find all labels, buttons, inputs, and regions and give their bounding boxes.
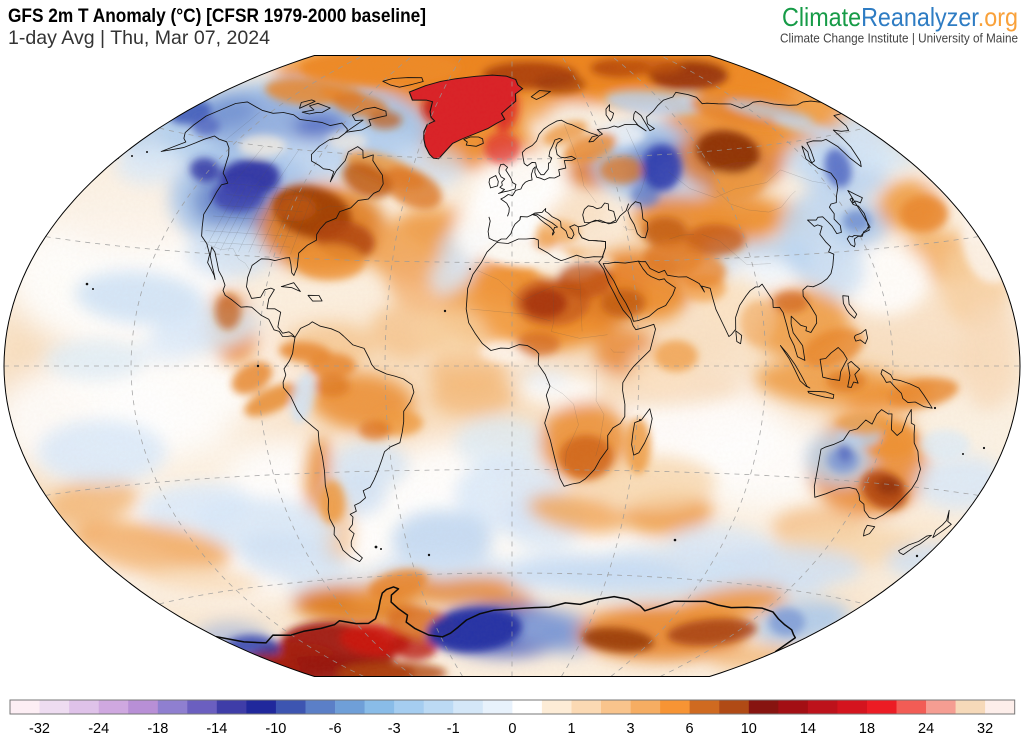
svg-text:-3: -3 [388,721,401,737]
svg-text:14: 14 [800,721,816,737]
svg-text:-32: -32 [29,721,50,737]
svg-text:10: 10 [741,721,757,737]
svg-text:1: 1 [567,721,575,737]
svg-text:ClimateReanalyzer.org: ClimateReanalyzer.org [782,2,1018,32]
svg-text:3: 3 [627,721,635,737]
svg-text:18: 18 [859,721,875,737]
svg-text:1-day Avg | Thu, Mar 07, 2024: 1-day Avg | Thu, Mar 07, 2024 [8,27,270,49]
svg-text:32: 32 [977,721,993,737]
svg-text:0: 0 [508,721,516,737]
svg-text:24: 24 [918,721,934,737]
svg-text:GFS 2m T Anomaly (°C) [CFSR 19: GFS 2m T Anomaly (°C) [CFSR 1979-2000 ba… [8,5,426,27]
svg-text:-24: -24 [88,721,109,737]
svg-text:6: 6 [686,721,694,737]
svg-text:Climate Change Institute | Uni: Climate Change Institute | University of… [780,31,1018,46]
svg-text:-10: -10 [265,721,286,737]
svg-text:-1: -1 [447,721,460,737]
svg-text:-14: -14 [206,721,227,737]
svg-text:-18: -18 [147,721,168,737]
svg-text:-6: -6 [329,721,342,737]
